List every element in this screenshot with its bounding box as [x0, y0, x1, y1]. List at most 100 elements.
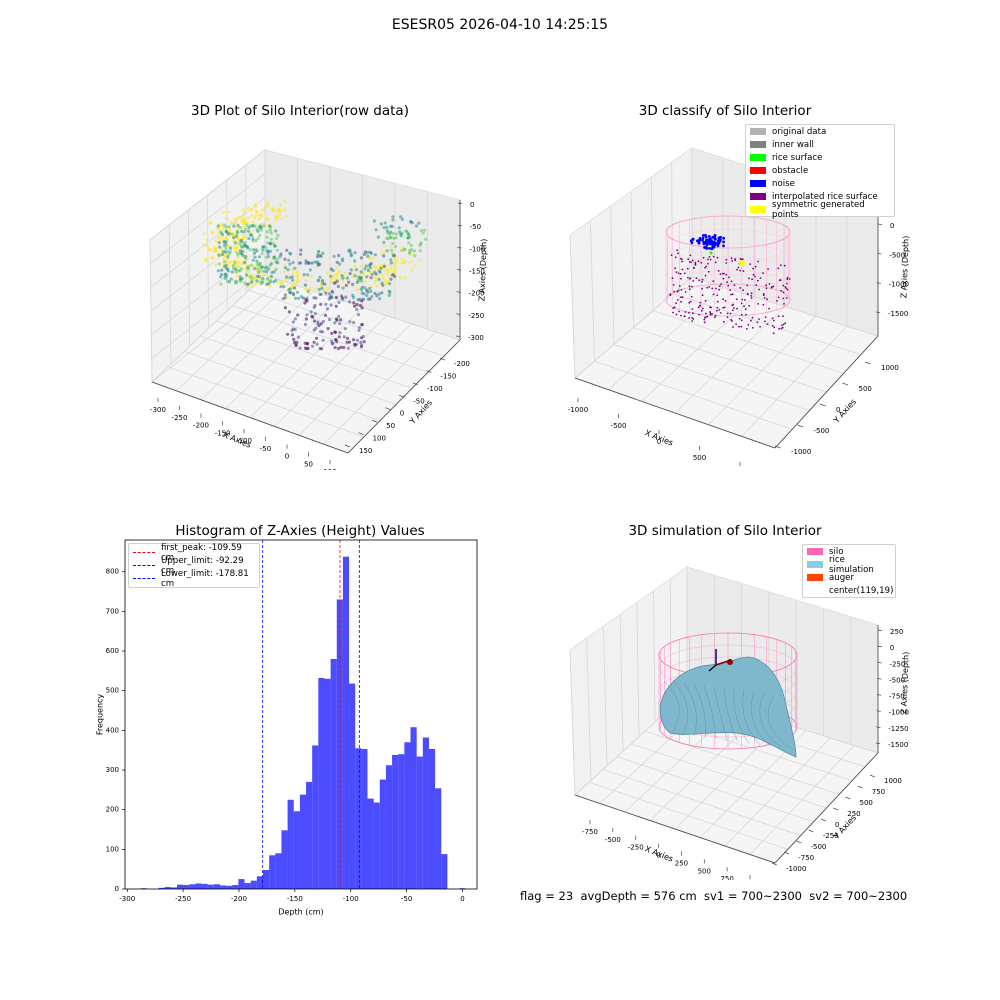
simulation-y-tick	[833, 807, 839, 811]
raw-scan-point	[216, 269, 220, 273]
raw-scan-point	[261, 248, 265, 252]
raw-scan-point	[246, 285, 250, 289]
raw-scan-point	[348, 300, 352, 304]
raw-scan-point	[359, 264, 363, 268]
classify-interpolated-point	[687, 276, 689, 279]
raw-scan-point	[313, 312, 317, 316]
raw-scan-point	[334, 338, 338, 342]
classify-interpolated-point	[778, 279, 781, 281]
classify-interpolated-point	[785, 297, 788, 299]
histogram-bar	[361, 749, 368, 889]
raw-scan-point	[400, 247, 404, 251]
simulation-z-tick-label: -250	[889, 660, 905, 668]
raw-scan-point	[413, 254, 417, 258]
raw-grid-line	[323, 331, 436, 445]
raw-scan-point	[376, 235, 380, 239]
classify-x-tick-label: 500	[693, 454, 706, 462]
classify-interpolated-point	[740, 325, 743, 328]
raw-scan-point	[224, 250, 228, 254]
classify-axis-line	[574, 377, 776, 449]
classify-grid-line	[610, 205, 615, 345]
classify-legend-swatch	[750, 180, 766, 187]
simulation-legend-swatch	[807, 561, 823, 568]
raw-scan-point	[209, 221, 213, 225]
raw-scan-point	[412, 249, 417, 253]
raw-scan-point	[235, 245, 239, 250]
raw-scan-point	[332, 281, 336, 285]
histogram-x-tick-label: 0	[460, 895, 464, 903]
histogram-y-axis-label: Frequency	[96, 694, 105, 736]
raw-scan-point	[296, 272, 300, 277]
classify-interpolated-point	[677, 272, 680, 275]
classify-z-tick	[877, 223, 883, 226]
histogram-y-tick-label: 500	[106, 687, 119, 695]
raw-scan-point	[223, 272, 228, 276]
classify-interpolated-point	[681, 260, 683, 263]
simulation-x-tick-label: -750	[582, 828, 598, 836]
raw-scan-point	[333, 321, 337, 325]
simulation-rice-mesh-line	[723, 688, 739, 743]
classify-interpolated-point	[785, 282, 788, 285]
raw-scan-point	[418, 249, 422, 253]
raw-scan-point	[249, 208, 253, 212]
raw-scan-point	[341, 286, 345, 290]
raw-scan-point	[373, 270, 377, 274]
simulation-x-tick-label: -250	[628, 844, 644, 852]
histogram-bar	[355, 748, 362, 889]
histogram-bar	[287, 799, 294, 889]
classify-interpolated-point	[771, 324, 774, 327]
raw-scan-point	[259, 225, 263, 230]
raw-scan-point	[302, 273, 306, 277]
classify-noise-point	[713, 235, 717, 239]
raw-scan-point	[382, 240, 386, 244]
classify-interpolated-point	[752, 326, 754, 329]
raw-scan-point	[362, 252, 366, 256]
classify-interpolated-point	[672, 311, 674, 314]
raw-scan-point	[353, 251, 357, 255]
classify-interpolated-point	[703, 321, 706, 324]
raw-scan-point	[283, 296, 287, 300]
classify-interpolated-point	[688, 285, 691, 288]
histogram-legend-item: Lower_limit: -178.81 cm	[129, 569, 259, 589]
histogram-bar	[176, 884, 184, 889]
raw-scan-point	[219, 275, 223, 279]
classify-interpolated-point	[759, 325, 761, 328]
raw-scan-point	[327, 297, 331, 301]
simulation-z-tick	[877, 678, 882, 680]
classify-interpolated-point	[741, 298, 744, 301]
raw-scan-point	[268, 224, 272, 228]
raw-grid-line	[216, 320, 413, 389]
classify-legend-swatch	[750, 154, 766, 161]
raw-scan-point	[229, 220, 233, 224]
classify-x-tick-label: -500	[611, 422, 627, 430]
raw-scan-point	[279, 285, 283, 289]
raw-scan-point	[269, 274, 274, 279]
raw-grid-line	[176, 282, 290, 392]
raw-scan-point	[274, 218, 278, 222]
histogram-bar	[349, 683, 356, 889]
histogram-bar	[244, 883, 251, 889]
raw-scan-point	[255, 249, 259, 253]
classify-interpolated-point	[718, 309, 721, 311]
classify-interpolated-point	[784, 286, 787, 288]
raw-scan-point	[305, 313, 309, 317]
simulation-3d-plot[interactable]: -750-500-25002505007501000-1000-750-500-…	[560, 555, 920, 880]
raw-scan-point	[341, 276, 345, 280]
classify-y-tick	[819, 403, 826, 407]
raw-scan-point	[362, 340, 366, 344]
classify-interpolated-point	[755, 284, 758, 286]
raw-grid-line	[150, 197, 266, 288]
classify-interpolated-point	[773, 326, 776, 329]
raw-scan-point	[369, 289, 373, 293]
histogram-chart[interactable]: -300 -250 -200 -150 -100 -50 0 0 100 200 300 400 500…	[80, 535, 490, 920]
raw-3d-scatter[interactable]: -300-250-200-150-100-50050100150100500-5…	[140, 140, 495, 470]
raw-scan-point	[360, 322, 364, 327]
raw-scan-point	[312, 340, 316, 344]
classify-interpolated-point	[712, 293, 715, 296]
raw-scan-point	[330, 280, 334, 284]
raw-scan-point	[383, 279, 387, 283]
histogram-legend-label: Upper_limit: -92.29 cm	[161, 555, 244, 576]
histogram-legend-line	[133, 578, 155, 579]
raw-scan-point	[264, 255, 268, 259]
raw-scan-point	[270, 271, 274, 275]
